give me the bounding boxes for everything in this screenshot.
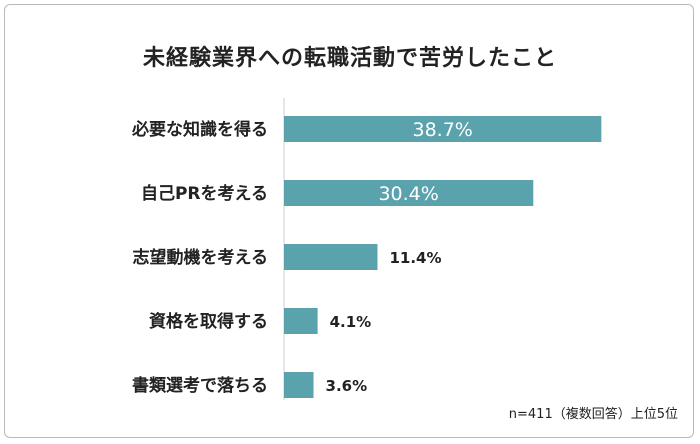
bar xyxy=(284,308,318,334)
category-label: 書類選考で落ちる xyxy=(132,375,268,396)
value-label: 4.1% xyxy=(330,313,372,331)
value-label: 30.4% xyxy=(378,183,438,205)
bar xyxy=(284,116,602,142)
bar xyxy=(284,244,378,270)
bar xyxy=(284,372,314,398)
bar xyxy=(284,180,534,206)
value-label: 38.7% xyxy=(412,119,472,141)
value-label: 3.6% xyxy=(326,377,368,395)
chart-frame xyxy=(4,4,694,438)
category-label: 自己PRを考える xyxy=(141,183,268,204)
chart-title: 未経験業界への転職活動で苦労したこと xyxy=(142,46,557,71)
category-label: 必要な知識を得る xyxy=(131,119,268,140)
category-label: 資格を取得する xyxy=(149,311,268,332)
sample-note: n=411（複数回答）上位5位 xyxy=(508,407,678,422)
value-label: 11.4% xyxy=(389,249,441,267)
category-label: 志望動機を考える xyxy=(133,247,269,268)
